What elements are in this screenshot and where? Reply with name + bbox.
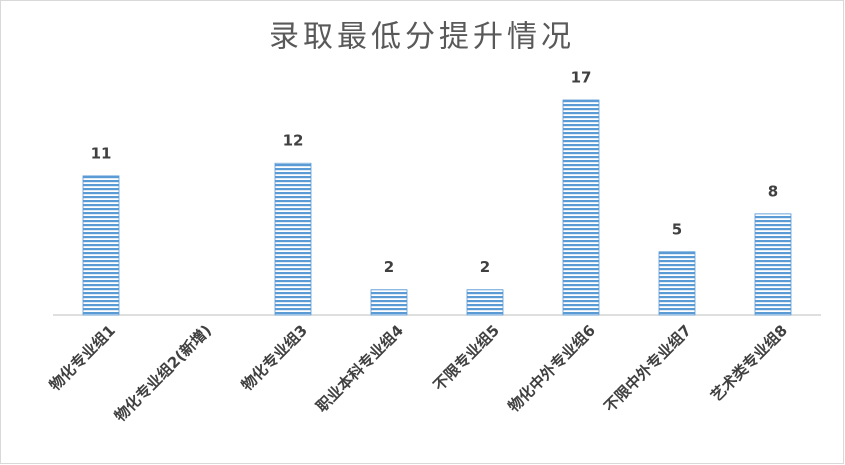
data-label: 17 xyxy=(571,69,592,87)
bar xyxy=(754,213,792,316)
data-label: 5 xyxy=(672,220,682,238)
data-label: 8 xyxy=(768,182,778,200)
bar xyxy=(274,162,312,316)
data-label: 2 xyxy=(480,258,490,276)
bar xyxy=(82,175,120,316)
data-label: 2 xyxy=(384,258,394,276)
chart-title: 录取最低分提升情况 xyxy=(269,20,575,55)
bar xyxy=(466,289,504,316)
bar xyxy=(658,251,696,316)
data-label: 11 xyxy=(91,144,112,162)
data-label: 12 xyxy=(283,132,304,150)
bar xyxy=(562,99,600,316)
bar xyxy=(370,289,408,316)
